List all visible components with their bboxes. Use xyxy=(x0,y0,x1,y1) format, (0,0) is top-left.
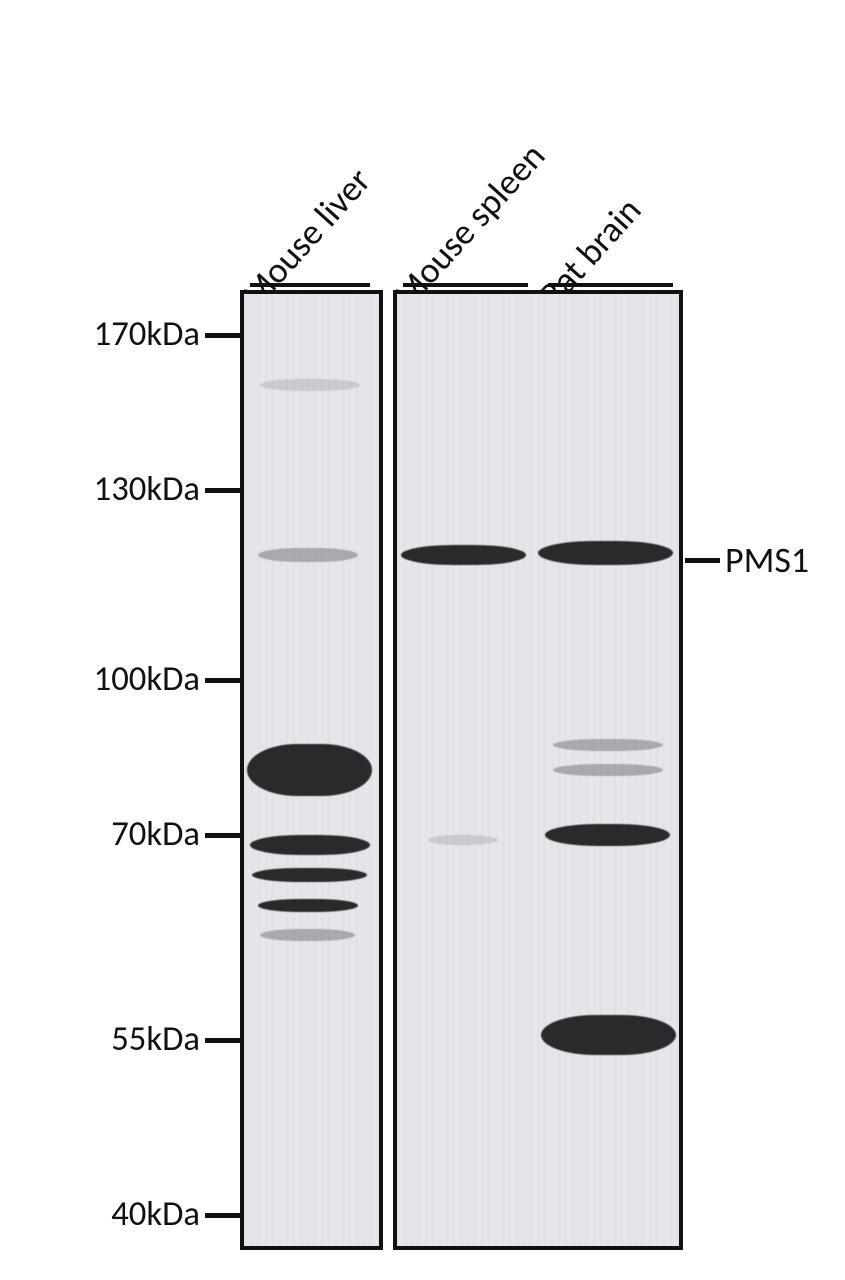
blot-panel-right xyxy=(393,290,683,1250)
mw-tick-55 xyxy=(205,1038,240,1043)
band xyxy=(247,744,372,796)
band xyxy=(258,548,358,562)
band xyxy=(250,835,370,855)
mw-label-70: 70kDa xyxy=(111,813,200,855)
blot-panel-left xyxy=(240,290,383,1250)
band xyxy=(401,545,526,565)
band xyxy=(541,1015,676,1055)
target-label-pms1: PMS1 xyxy=(725,538,809,582)
mw-label-40: 40kDa xyxy=(111,1193,200,1235)
band xyxy=(252,868,367,882)
mw-label-55: 55kDa xyxy=(111,1018,200,1060)
mw-label-130: 130kDa xyxy=(94,468,200,510)
target-tick-pms1 xyxy=(685,558,720,563)
mw-tick-70 xyxy=(205,833,240,838)
mw-tick-100 xyxy=(205,678,240,683)
mw-tick-130 xyxy=(205,488,240,493)
band xyxy=(260,379,360,391)
band xyxy=(260,929,355,941)
band xyxy=(428,835,498,845)
lane-label-mouse-spleen: Mouse spleen xyxy=(384,134,554,316)
mw-tick-40 xyxy=(205,1213,240,1218)
band xyxy=(538,541,673,565)
mw-label-170: 170kDa xyxy=(94,313,200,355)
lane-underline-rat-brain xyxy=(548,283,673,287)
lane-underline-mouse-liver xyxy=(250,283,370,287)
band xyxy=(545,824,670,846)
band xyxy=(553,764,663,776)
western-blot-figure: 170kDa 130kDa 100kDa 70kDa 55kDa 40kDa M… xyxy=(0,0,845,1280)
mw-tick-170 xyxy=(205,333,240,338)
band xyxy=(553,739,663,751)
band xyxy=(258,899,358,912)
lane-underline-mouse-spleen xyxy=(403,283,528,287)
mw-label-100: 100kDa xyxy=(94,658,200,700)
